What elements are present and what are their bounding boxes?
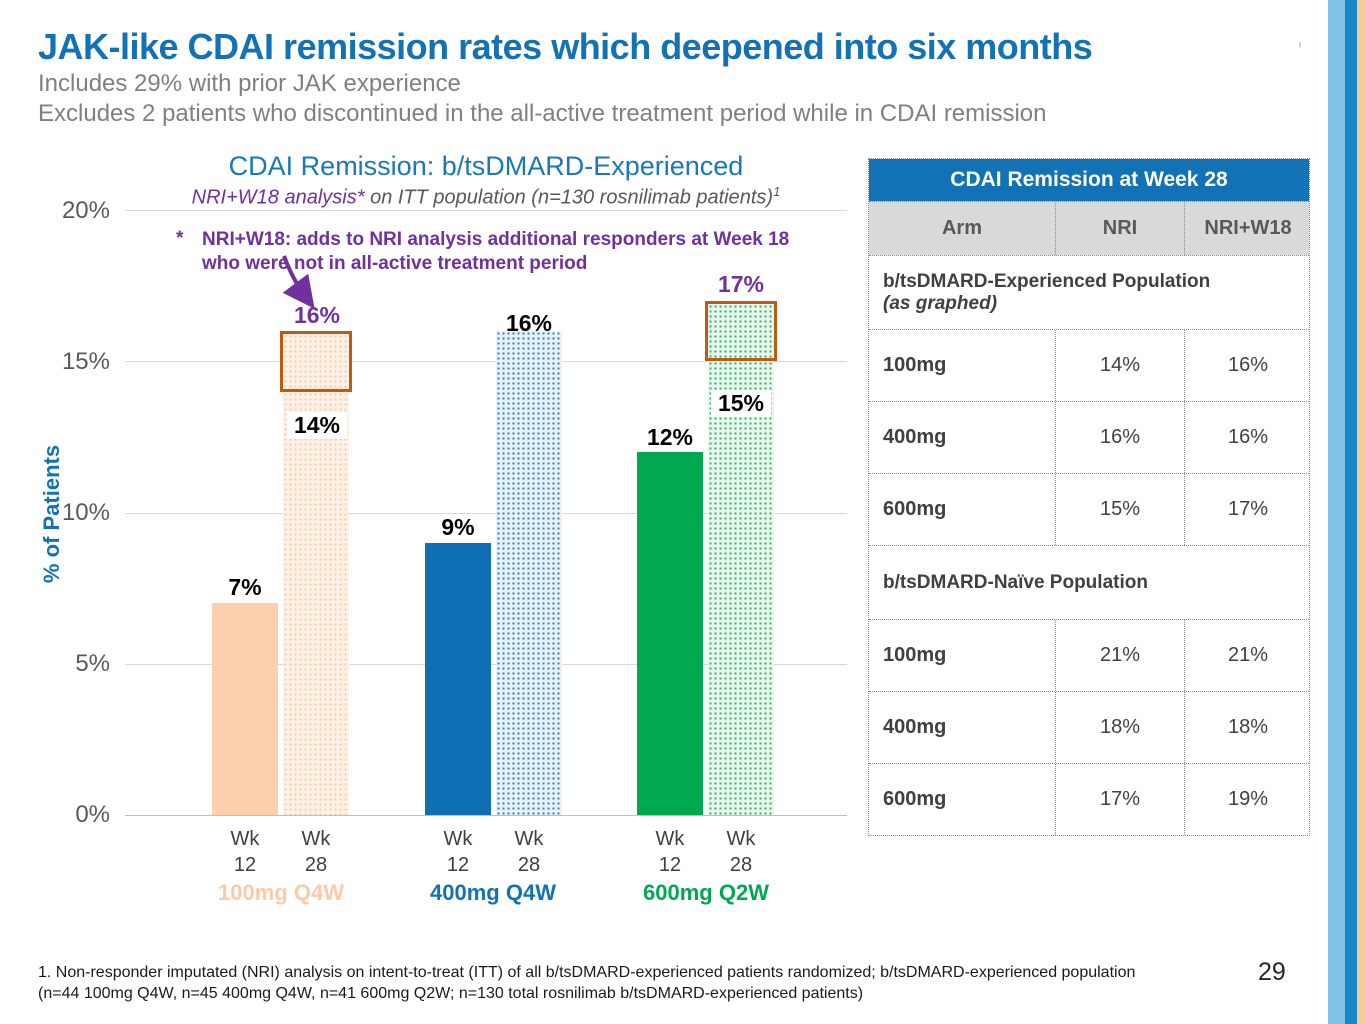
table-column-headers: Arm NRI NRI+W18: [869, 201, 1309, 255]
x-tick-100mg-wk12: Wk 12: [230, 828, 260, 876]
arm-cell-100mg: 100mg: [883, 644, 947, 666]
table-row: 400mg 18% 18%: [869, 691, 1309, 763]
arm-cell-600mg: 600mg: [883, 498, 947, 520]
gridline-20pct: [125, 210, 847, 211]
remission-table: CDAI Remission at Week 28 Arm NRI NRI+W1…: [868, 158, 1310, 836]
bar-chart-plot-area: [125, 210, 847, 816]
edge-stripe-peach: [1357, 0, 1365, 1024]
y-tick-10: 10%: [61, 499, 110, 526]
nri-w18-extension-box-600mg: [705, 300, 777, 362]
group-label-400mg-q4w: 400mg Q4W: [430, 880, 556, 905]
y-tick-20: 20%: [61, 197, 110, 224]
bar-value-label-400mg-wk28: 16%: [505, 310, 553, 336]
nri-cell: 18%: [1055, 692, 1184, 763]
x-axis-line: [125, 815, 847, 816]
column-header-nri-w18: NRI+W18: [1184, 202, 1311, 255]
bar-400mg-wk12: [425, 542, 491, 815]
edge-stripe-blue: [1345, 0, 1357, 1024]
nri-w18-cell: 16%: [1184, 330, 1311, 401]
column-header-nri: NRI: [1055, 202, 1184, 255]
nri-w18-cell: 19%: [1184, 764, 1311, 835]
annotation-asterisk: *: [176, 228, 184, 249]
x-tick-400mg-wk12: Wk 12: [443, 828, 473, 876]
y-tick-15: 15%: [61, 348, 110, 375]
group-label-100mg-q4w: 100mg Q4W: [218, 880, 344, 905]
chart-subtitle-rest: on ITT population (n=130 rosnilimab pati…: [364, 186, 774, 209]
extension-value-label-600mg: 17%: [717, 271, 765, 297]
annotation-arrow-icon: [282, 255, 315, 309]
slide-subtitle-2: Excludes 2 patients who discontinued in …: [38, 100, 1047, 127]
nri-cell: 16%: [1055, 402, 1184, 473]
title-artifact-mark: ': [1298, 38, 1303, 63]
nri-cell: 14%: [1055, 330, 1184, 401]
x-tick-600mg-wk12: Wk 12: [655, 828, 685, 876]
gridline-15pct: [125, 361, 847, 363]
chart-subtitle-footnote-ref: 1: [773, 184, 781, 199]
gridline-10pct: [125, 512, 847, 514]
bar-value-label-400mg-wk12: 9%: [441, 514, 475, 540]
chart-subtitle-analysis: NRI+W18 analysis*: [191, 186, 365, 209]
section-heading: b/tsDMARD-Experienced Population: [883, 270, 1211, 292]
nri-w18-cell: 16%: [1184, 402, 1311, 473]
chart-subtitle: NRI+W18 analysis* on ITT population (n=1…: [125, 184, 847, 210]
column-header-arm: Arm: [941, 217, 982, 239]
table-row: 600mg 15% 17%: [869, 473, 1309, 545]
bar-value-label-100mg-wk12: 7%: [228, 574, 262, 600]
y-tick-0: 0%: [75, 801, 110, 828]
arm-cell-400mg: 400mg: [883, 716, 947, 738]
table-section-naive: b/tsDMARD-Naïve Population: [869, 545, 1309, 619]
y-tick-5: 5%: [75, 650, 110, 677]
arm-cell-600mg: 600mg: [883, 788, 947, 810]
nri-cell: 17%: [1055, 764, 1184, 835]
edge-stripe-light-blue: [1328, 0, 1345, 1024]
chart-title: CDAI Remission: b/tsDMARD-Experienced: [228, 151, 744, 181]
bar-600mg-wk12: [637, 452, 703, 815]
table-row: 100mg 21% 21%: [869, 619, 1309, 691]
bar-100mg-wk12: [212, 603, 278, 815]
bar-600mg-wk28: [708, 361, 774, 815]
page-number: 29: [1258, 958, 1286, 986]
nri-w18-extension-box-100mg: [280, 331, 352, 392]
annotation-line-2: who were not in all-active treatment per…: [202, 253, 588, 274]
extension-value-label-100mg: 16%: [293, 302, 341, 328]
bar-400mg-wk28: [496, 331, 562, 815]
table-row: 100mg 14% 16%: [869, 329, 1309, 401]
table-title: CDAI Remission at Week 28: [869, 159, 1309, 201]
nri-cell: 15%: [1055, 474, 1184, 545]
bar-value-label-600mg-wk28: 15%: [710, 390, 772, 417]
footnote-line-2: (n=44 100mg Q4W, n=45 400mg Q4W, n=41 60…: [38, 985, 864, 1002]
arm-cell-100mg: 100mg: [883, 354, 947, 376]
section-heading: b/tsDMARD-Naïve Population: [883, 571, 1148, 593]
slide-subtitle-1: Includes 29% with prior JAK experience: [38, 70, 461, 97]
nri-w18-cell: 18%: [1184, 692, 1311, 763]
nri-cell: 21%: [1055, 620, 1184, 691]
bar-value-label-600mg-wk12: 12%: [646, 424, 694, 450]
page-title: JAK-like CDAI remission rates which deep…: [38, 26, 1093, 67]
bar-value-label-100mg-wk28: 14%: [286, 412, 348, 439]
table-row: 400mg 16% 16%: [869, 401, 1309, 473]
footnote-line-1: 1. Non-responder imputated (NRI) analysi…: [38, 964, 1136, 981]
section-heading-note: (as graphed): [883, 292, 998, 314]
nri-w18-cell: 17%: [1184, 474, 1311, 545]
footnote: 1. Non-responder imputated (NRI) analysi…: [38, 962, 1238, 1004]
x-tick-400mg-wk28: Wk 28: [514, 828, 544, 876]
annotation: NRI+W18: adds to NRI analysis additional…: [202, 228, 862, 276]
arm-cell-400mg: 400mg: [883, 426, 947, 448]
x-tick-600mg-wk28: Wk 28: [726, 828, 756, 876]
x-tick-100mg-wk28: Wk 28: [301, 828, 331, 876]
nri-w18-cell: 21%: [1184, 620, 1311, 691]
bar-100mg-wk28: [283, 391, 349, 815]
table-section-experienced: b/tsDMARD-Experienced Population (as gra…: [869, 255, 1309, 329]
group-label-600mg-q2w: 600mg Q2W: [643, 880, 769, 905]
table-row: 600mg 17% 19%: [869, 763, 1309, 835]
annotation-line-1: NRI+W18: adds to NRI analysis additional…: [202, 229, 790, 250]
